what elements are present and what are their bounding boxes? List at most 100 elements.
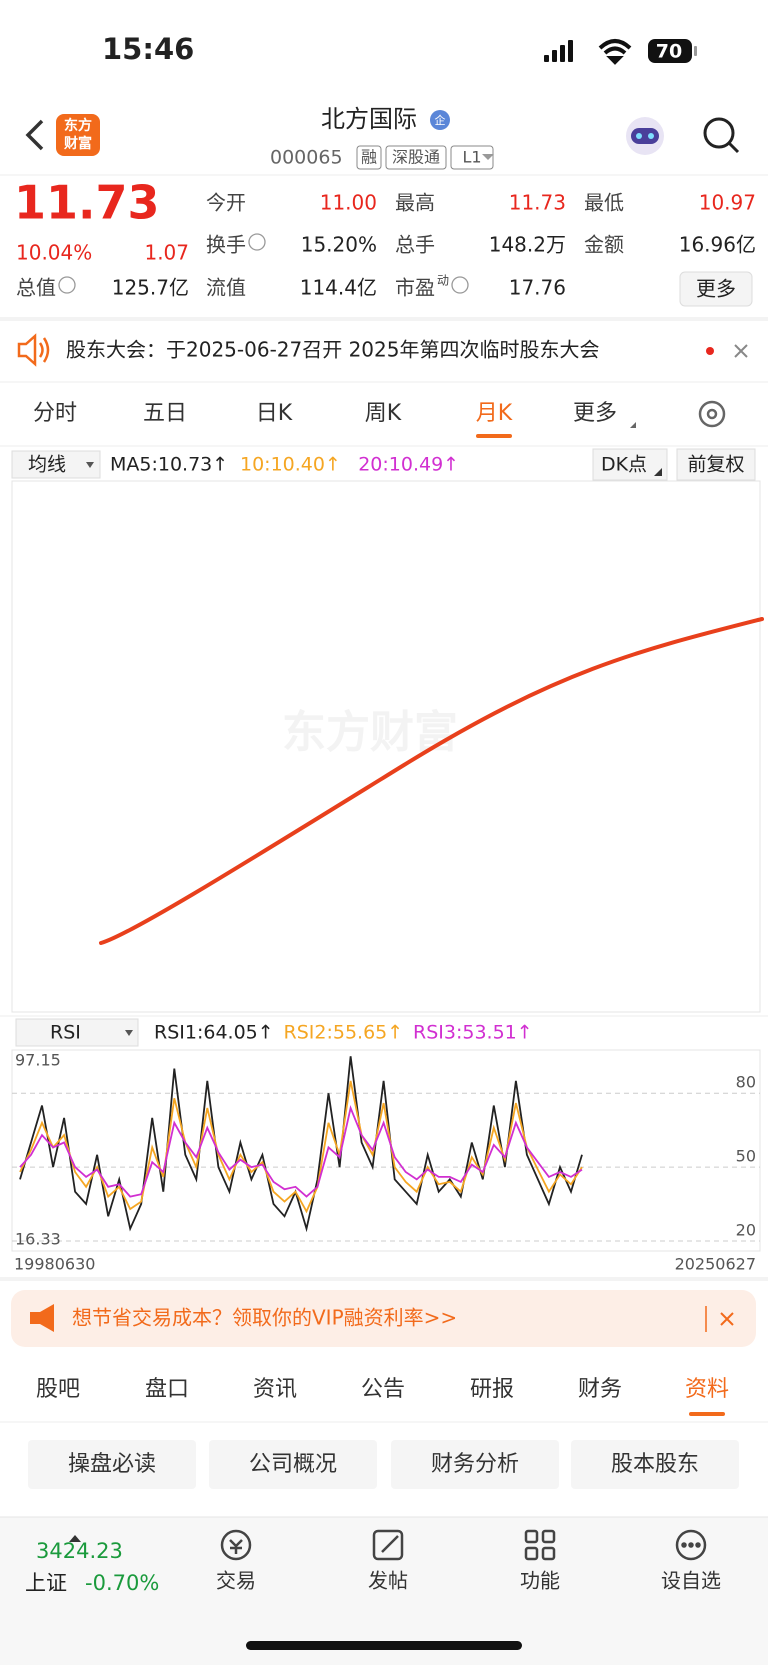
shortcut-button[interactable] [571,1440,739,1489]
info-icon[interactable] [451,276,469,294]
nav-items: 交易 发帖 功能 设自选 [216,1569,721,1593]
info-tab[interactable]: 研报 [470,1377,514,1402]
tag-box [385,145,447,170]
stat-label: 流值 [206,276,246,300]
info-icon[interactable] [58,276,76,294]
period-tab[interactable]: 更多 [573,401,617,426]
banner-text: 想节省交易成本？领取你的VIP融资利率>> [72,1306,457,1330]
index-name: 上证 [25,1571,67,1595]
tag: 深股通 [392,148,440,167]
info-tab[interactable]: 盘口 [145,1377,189,1402]
speaker-icon [17,333,50,367]
promo-banner[interactable] [11,1290,756,1347]
more-button[interactable] [679,271,753,307]
nav-item[interactable]: 发帖 [368,1569,408,1593]
select-arrow [86,462,94,468]
hand-drawn-trend [99,617,764,945]
legend-entry: RSI1:64.05↑ [154,1022,274,1044]
y-tick-label: 20 [736,1220,756,1239]
period-tab[interactable]: 周K [365,401,402,426]
clock: 15:46 [102,32,194,66]
more-label: 更多 [696,277,736,301]
info-tab[interactable]: 财务 [578,1377,622,1402]
start-date: 19980630 [14,1255,95,1274]
rsi-plot: 20 50 80 97.15 16.33 [12,1051,760,1249]
nav-item[interactable]: 功能 [520,1569,560,1593]
stat-label: 换手 [206,233,246,257]
dk-button[interactable] [592,448,668,481]
stat-label: 金额 [584,233,624,257]
shortcut-label: 公司概况 [249,1452,337,1477]
info-icon[interactable] [248,233,266,251]
y-max-label: 97.15 [15,1051,61,1070]
megaphone-icon [30,1304,54,1332]
settings-icon[interactable] [698,400,726,428]
rsi-name: RSI [50,1022,81,1044]
stat-value: 16.96亿 [679,233,756,257]
select-arrow [125,1030,133,1036]
unread-dot [706,347,714,355]
rsi-select[interactable] [15,1018,139,1047]
dropdown[interactable] [482,154,494,160]
wifi-icon [598,39,632,65]
shortcut-label: 操盘必读 [68,1452,156,1477]
index-value: 3424.23 [36,1539,123,1563]
gap [0,1277,768,1281]
stat-value: 11.73 [509,191,566,215]
battery-cap [694,46,697,56]
logo-text: 财富 [63,135,92,152]
close-notice[interactable] [734,344,748,358]
ma-label: MA5:10.73↑ [110,454,228,476]
search-icon[interactable] [703,117,740,154]
nav-item[interactable]: 设自选 [661,1569,721,1593]
home-indicator [246,1641,522,1650]
price-frame [11,480,761,1013]
trade-icon [220,1529,252,1561]
info-tab[interactable]: 资料 [685,1377,729,1402]
change: 1.07 [144,241,189,265]
stat-label: 总值 [16,276,56,300]
info-tabs: 股吧 盘口 资讯 公告 研报 财务 资料 [36,1377,729,1416]
shortcut-button[interactable] [28,1440,196,1489]
period-tab[interactable]: 五日 [143,401,187,426]
info-tab[interactable]: 资讯 [253,1377,297,1402]
notice-text[interactable]: 股东大会：于2025-06-27召开 2025年第四次临时股东大会 [66,338,600,362]
logo-text: 东方 [64,117,92,134]
badge [430,110,450,130]
stat-value: 125.7亿 [112,276,189,300]
robot-icon[interactable] [626,117,664,155]
stat-value: 17.76 [509,276,566,300]
back-button[interactable] [25,119,44,151]
period-tab[interactable]: 分时 [33,401,77,426]
up-arrow [69,1535,81,1542]
info-tab[interactable]: 公告 [361,1377,405,1402]
legend-entry: RSI2:55.65↑ [284,1022,404,1044]
nav-item[interactable]: 交易 [216,1569,256,1593]
shortcuts: 操盘必读 公司概况 财务分析 股本股东 [28,1440,739,1489]
indicator-select[interactable] [11,450,101,479]
badge-text: 企 [435,113,446,127]
indicator-name: 均线 [28,454,66,476]
y-tick-label: 50 [736,1147,756,1166]
shortcut-label: 股本股东 [611,1452,699,1477]
index-change: -0.70% [85,1571,159,1595]
shortcut-button[interactable] [209,1440,377,1489]
watchlist-icon [675,1529,707,1561]
stock-code: 000065 [270,147,343,169]
info-tab[interactable]: 股吧 [36,1377,80,1402]
period-tab[interactable]: 月K [476,401,513,426]
dk-arrow [654,468,662,476]
tag: L1 [462,148,481,167]
change-pct: 10.04% [16,241,92,265]
shortcut-button[interactable] [391,1440,559,1489]
stat-value: 11.00 [320,191,377,215]
rsi-frame [11,1049,761,1252]
rsi-legend: RSI1:64.05↑ RSI2:55.65↑ RSI3:53.51↑ [154,1022,533,1044]
stock-name: 北方国际 [321,105,417,133]
period-tab[interactable]: 日K [256,401,293,426]
close-banner[interactable] [720,1312,734,1326]
stat-value: 15.20% [301,233,377,257]
period-tabs: 分时 五日 日K 周K 月K 更多 [33,401,636,438]
adjust-label: 前复权 [687,454,744,476]
adjust-button[interactable] [676,448,756,481]
